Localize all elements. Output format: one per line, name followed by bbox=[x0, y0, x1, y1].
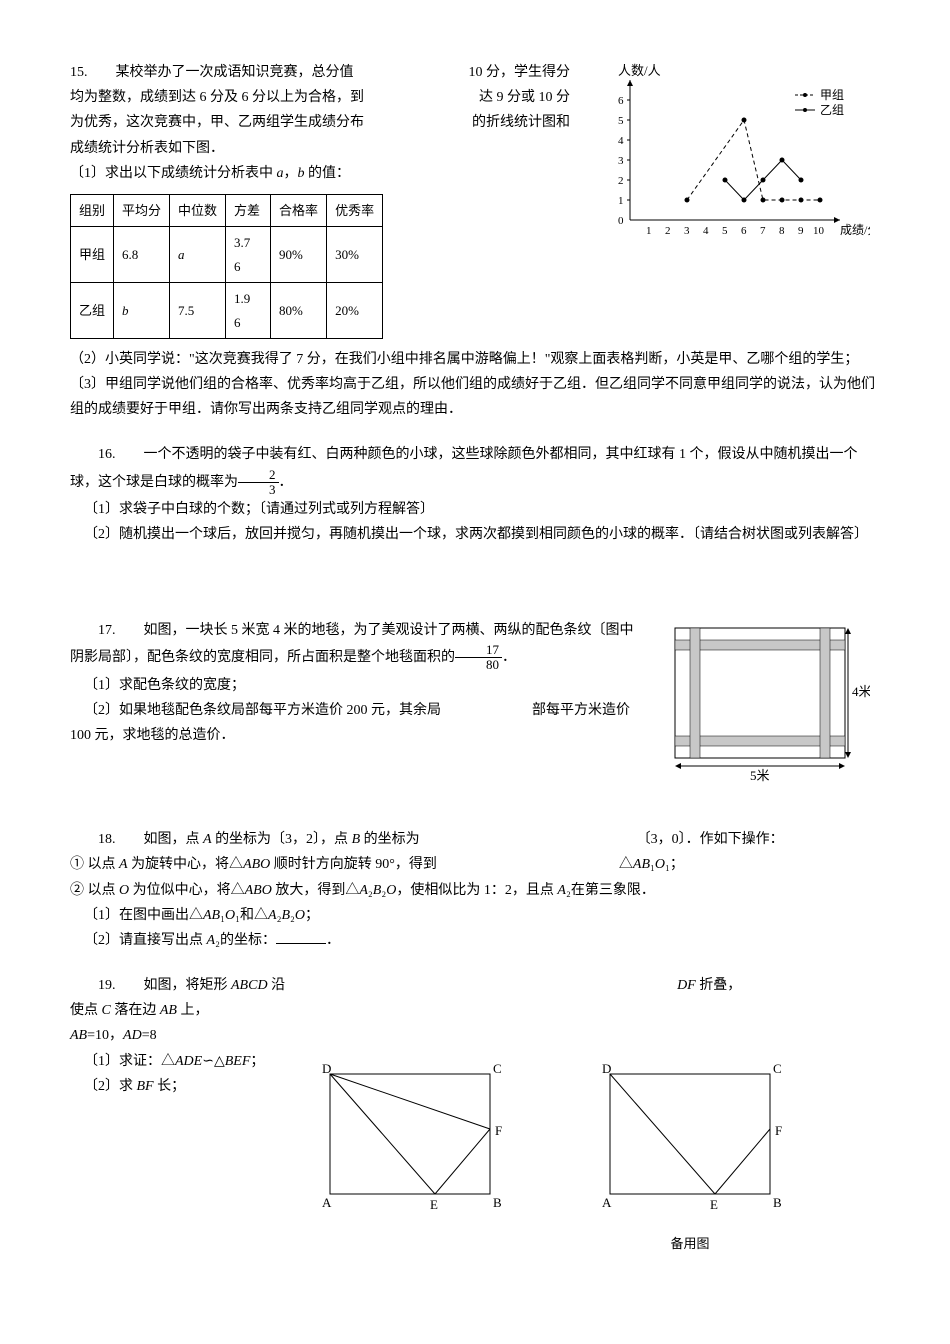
svg-text:C: C bbox=[773, 1061, 782, 1076]
svg-text:4: 4 bbox=[618, 135, 624, 147]
svg-text:4: 4 bbox=[703, 225, 709, 237]
p18-sub2: 〔2〕请直接写出点 A₂的坐标：． bbox=[70, 928, 880, 953]
problem-18: 18. 如图，点 A 的坐标为〔3，2〕，点 B 的坐标为 〔3，0〕．作如下操… bbox=[70, 827, 880, 953]
rect-figure-1: D C F A E B bbox=[310, 1059, 510, 1219]
problem-number: 19. bbox=[98, 978, 116, 993]
fraction: 1780 bbox=[455, 643, 502, 673]
svg-text:6: 6 bbox=[618, 95, 624, 107]
y-axis-label: 人数/人 bbox=[618, 63, 661, 78]
svg-text:10: 10 bbox=[813, 225, 825, 237]
svg-text:A: A bbox=[602, 1195, 612, 1210]
svg-text:7: 7 bbox=[760, 225, 766, 237]
svg-text:5: 5 bbox=[722, 225, 728, 237]
p19-sub2: 〔2〕求 BF 长； bbox=[70, 1074, 310, 1099]
svg-text:5: 5 bbox=[618, 115, 624, 127]
svg-text:D: D bbox=[322, 1061, 331, 1076]
figure-caption: 备用图 bbox=[590, 1232, 790, 1255]
p19-text3: 使点 C 落在边 AB 上， bbox=[70, 998, 880, 1023]
problem-15: 人数/人 0 1 2 3 4 5 6 1 2 3 4 5 6 bbox=[70, 60, 880, 422]
p16-sub1: 〔1〕求袋子中白球的个数；〔请通过列式或列方程解答〕 bbox=[70, 497, 880, 522]
rect-figure-2: D C F A E B bbox=[590, 1059, 790, 1219]
fraction: 23 bbox=[238, 468, 279, 498]
svg-text:成绩/分: 成绩/分 bbox=[840, 223, 870, 237]
p16-sub2: 〔2〕随机摸出一个球后，放回并搅匀，再随机摸出一个球，求两次都摸到相同颜色的小球… bbox=[70, 522, 880, 547]
svg-text:3: 3 bbox=[684, 225, 690, 237]
p15-sub1: 〔1〕求出以下成绩统计分析表中 a，b 的值： bbox=[70, 166, 350, 181]
svg-text:乙组: 乙组 bbox=[820, 103, 844, 117]
svg-text:3: 3 bbox=[618, 155, 624, 167]
p19-sub1: 〔1〕求证：△ADE∽△BEF； bbox=[70, 1049, 310, 1074]
problem-number: 15. bbox=[70, 65, 88, 80]
p18-sub1: 〔1〕在图中画出△AB₁O₁和△A₂B₂O； bbox=[70, 903, 880, 928]
svg-text:D: D bbox=[602, 1061, 611, 1076]
p18-op1: ① 以点 A 为旋转中心，将△ABO 顺时针方向旋转 90°，得到 △AB₁O₁… bbox=[70, 852, 880, 877]
svg-text:6: 6 bbox=[741, 225, 747, 237]
svg-text:1: 1 bbox=[646, 225, 652, 237]
problem-17: 4米 5米 17. 如图，一块长 5 米宽 4 米的地毯，为了美观设计了两横、两… bbox=[70, 618, 880, 807]
svg-text:A: A bbox=[322, 1195, 332, 1210]
problem-16: 16. 一个不透明的袋子中装有红、白两种颜色的小球，这些球除颜色外都相同，其中红… bbox=[70, 442, 880, 547]
svg-text:8: 8 bbox=[779, 225, 785, 237]
stats-table: 组别 平均分 中位数 方差 合格率 优秀率 甲组 6.8 a 3.76 90% … bbox=[70, 194, 383, 339]
svg-text:C: C bbox=[493, 1061, 502, 1076]
p15-sub2: （2）小英同学说："这次竞赛我得了 7 分，在我们小组中排名属中游略偏上！"观察… bbox=[70, 347, 880, 372]
svg-text:1: 1 bbox=[618, 195, 624, 207]
blank-answer[interactable] bbox=[276, 929, 326, 944]
svg-text:0: 0 bbox=[618, 215, 624, 227]
problem-19: 19. 如图，将矩形 ABCD 沿 DF 折叠， 使点 C 落在边 AB 上， … bbox=[70, 973, 880, 1255]
line-chart: 人数/人 0 1 2 3 4 5 6 1 2 3 4 5 6 bbox=[590, 60, 870, 249]
svg-text:B: B bbox=[773, 1195, 782, 1210]
series-jia bbox=[687, 120, 820, 200]
svg-text:4米: 4米 bbox=[852, 684, 870, 699]
carpet-figure: 4米 5米 bbox=[660, 618, 870, 797]
p18-op2: ② 以点 O 为位似中心，将△ABO 放大，得到△A₂B₂O，使相似比为 1：2… bbox=[70, 878, 880, 903]
svg-text:9: 9 bbox=[798, 225, 804, 237]
svg-text:E: E bbox=[430, 1197, 438, 1212]
svg-text:F: F bbox=[495, 1123, 502, 1138]
problem-number: 18. bbox=[98, 832, 116, 847]
svg-text:2: 2 bbox=[665, 225, 671, 237]
svg-text:5米: 5米 bbox=[750, 768, 770, 783]
svg-text:F: F bbox=[775, 1123, 782, 1138]
svg-text:甲组: 甲组 bbox=[820, 88, 844, 102]
svg-text:E: E bbox=[710, 1197, 718, 1212]
chart-svg: 人数/人 0 1 2 3 4 5 6 1 2 3 4 5 6 bbox=[590, 60, 870, 240]
p19-text4: AB=10，AD=8 bbox=[70, 1023, 880, 1048]
problem-number: 17. bbox=[98, 623, 116, 638]
p15-sub3: 〔3〕甲组同学说他们组的合格率、优秀率均高于乙组，所以他们组的成绩好于乙组．但乙… bbox=[70, 372, 880, 422]
svg-text:B: B bbox=[493, 1195, 502, 1210]
rectangle-figures: D C F A E B D C F A E B bbox=[310, 1059, 790, 1256]
svg-text:2: 2 bbox=[618, 175, 624, 187]
problem-number: 16. bbox=[98, 447, 116, 462]
